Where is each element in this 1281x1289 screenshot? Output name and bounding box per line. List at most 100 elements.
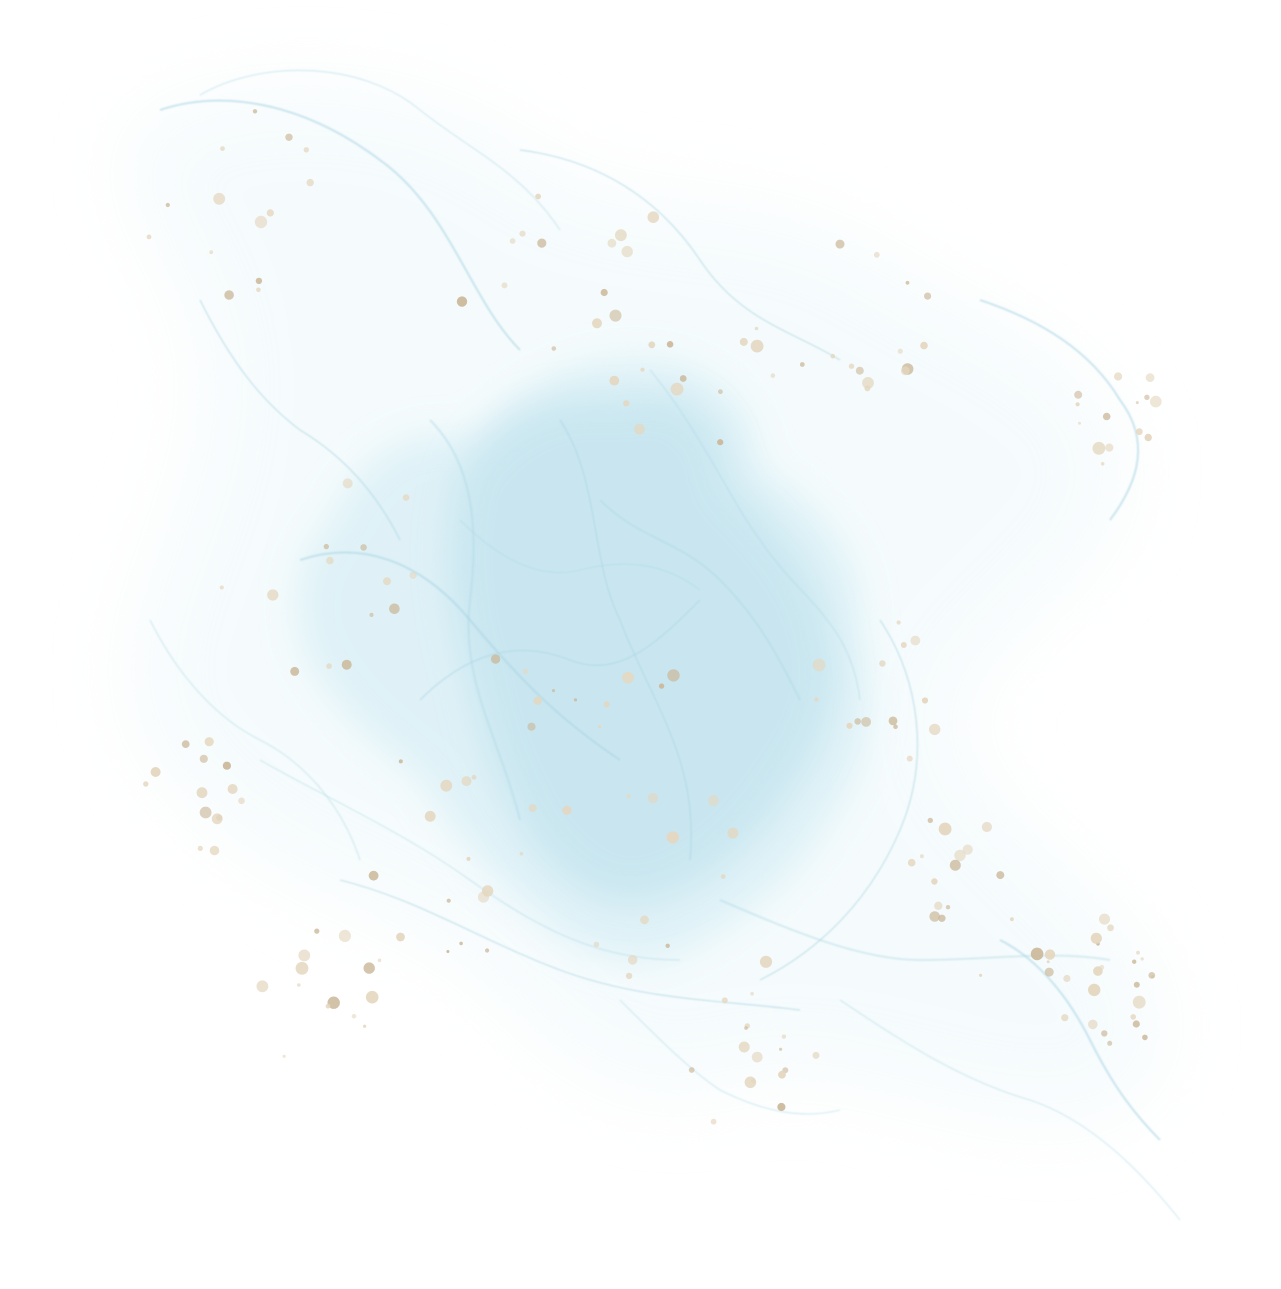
gold-speckle: [658, 683, 665, 689]
gold-speckle: [1130, 1014, 1136, 1020]
gold-speckle: [919, 854, 924, 859]
gold-speckle: [1132, 1020, 1140, 1028]
gold-speckle: [383, 577, 391, 586]
gold-speckle: [1105, 443, 1114, 452]
gold-speckle: [477, 891, 490, 903]
gold-speckle: [744, 1026, 748, 1030]
gold-speckle: [219, 585, 224, 590]
gold-speckle: [146, 234, 152, 240]
gold-speckle: [199, 806, 212, 819]
gold-speckle: [1030, 947, 1044, 961]
gold-speckle: [727, 827, 739, 839]
gold-speckle: [1145, 373, 1155, 382]
gold-speckle: [934, 901, 943, 910]
ink-vein: [199, 299, 401, 541]
gold-speckle: [996, 871, 1005, 880]
gold-speckle: [905, 280, 910, 285]
ink-vein: [419, 599, 701, 701]
gold-speckle: [254, 215, 268, 229]
gold-speckle: [456, 296, 468, 307]
gold-speckle: [593, 941, 600, 948]
gold-speckle: [812, 658, 826, 672]
gold-speckle: [1132, 995, 1146, 1009]
gold-speckle: [252, 109, 258, 114]
gold-speckle: [197, 845, 203, 852]
gold-speckle: [342, 478, 353, 489]
ink-vein: [979, 298, 1140, 521]
gold-speckle: [1078, 421, 1081, 425]
gold-speckle: [835, 239, 845, 249]
gold-speckle: [1144, 433, 1152, 442]
gold-speckle: [846, 722, 853, 729]
gold-speckle: [485, 948, 490, 953]
gold-speckle: [1114, 372, 1123, 381]
gold-speckle: [812, 1051, 820, 1059]
gold-speckle: [209, 845, 220, 856]
gold-speckle: [303, 147, 309, 153]
gold-speckle: [929, 723, 941, 736]
gold-speckle: [256, 287, 261, 293]
gold-speckle: [181, 740, 190, 748]
gold-speckle: [369, 612, 374, 618]
gold-speckle: [707, 795, 719, 807]
gold-speckle: [900, 366, 910, 376]
gold-speckle: [1135, 428, 1143, 436]
gold-speckle: [862, 377, 874, 389]
ink-vein: [519, 149, 841, 361]
ink-vein: [159, 99, 521, 351]
ink-vein: [429, 419, 522, 821]
gold-speckle: [879, 660, 886, 667]
gold-speckle: [1144, 394, 1150, 400]
gold-speckle: [402, 494, 410, 501]
gold-speckle: [721, 997, 728, 1004]
ink-vein: [839, 999, 1181, 1221]
gold-speckle: [1074, 390, 1083, 399]
gold-speckle: [471, 774, 477, 780]
gold-speckle: [327, 996, 340, 1009]
gold-speckle: [979, 973, 983, 977]
gold-speckle: [897, 348, 903, 354]
gold-speckle: [368, 870, 379, 881]
gold-speckle: [519, 851, 524, 856]
gold-speckle: [830, 353, 836, 359]
gold-speckle: [1044, 949, 1056, 960]
gold-speckle: [360, 544, 367, 551]
gold-speckle: [562, 805, 572, 815]
gold-speckle: [907, 858, 916, 867]
gold-speckle: [266, 209, 274, 217]
gold-speckle: [1063, 974, 1071, 983]
gold-speckle: [848, 363, 855, 369]
gold-speckle: [143, 781, 149, 787]
gold-speckle: [1088, 1019, 1098, 1030]
gold-speckle: [1090, 932, 1102, 944]
gold-speckle: [906, 755, 913, 762]
gold-speckle: [446, 898, 451, 903]
gold-speckle: [814, 697, 819, 702]
gold-speckle: [929, 911, 940, 922]
gold-speckle: [920, 341, 928, 350]
gold-speckle: [255, 277, 263, 285]
gold-speckle: [222, 761, 231, 770]
gold-speckle: [666, 341, 674, 348]
gold-speckle: [351, 1014, 357, 1019]
gold-speckle: [855, 366, 864, 375]
gold-speckle: [927, 817, 933, 824]
gold-speckle: [954, 849, 966, 862]
gold-speckle: [461, 776, 472, 787]
gold-speckle: [1010, 917, 1014, 922]
gold-speckle: [1133, 981, 1140, 988]
gold-speckle: [535, 193, 541, 200]
gold-speckle: [298, 949, 311, 962]
gold-speckle: [290, 666, 300, 676]
gold-speckle: [751, 1078, 756, 1084]
gold-speckle: [896, 620, 901, 625]
gold-speckle: [770, 373, 776, 378]
gold-speckle: [389, 603, 400, 615]
gold-speckle: [597, 724, 602, 729]
gold-speckle: [647, 211, 660, 223]
gold-speckle: [720, 874, 726, 879]
gold-speckle: [1102, 412, 1111, 421]
gold-speckle: [600, 288, 608, 297]
